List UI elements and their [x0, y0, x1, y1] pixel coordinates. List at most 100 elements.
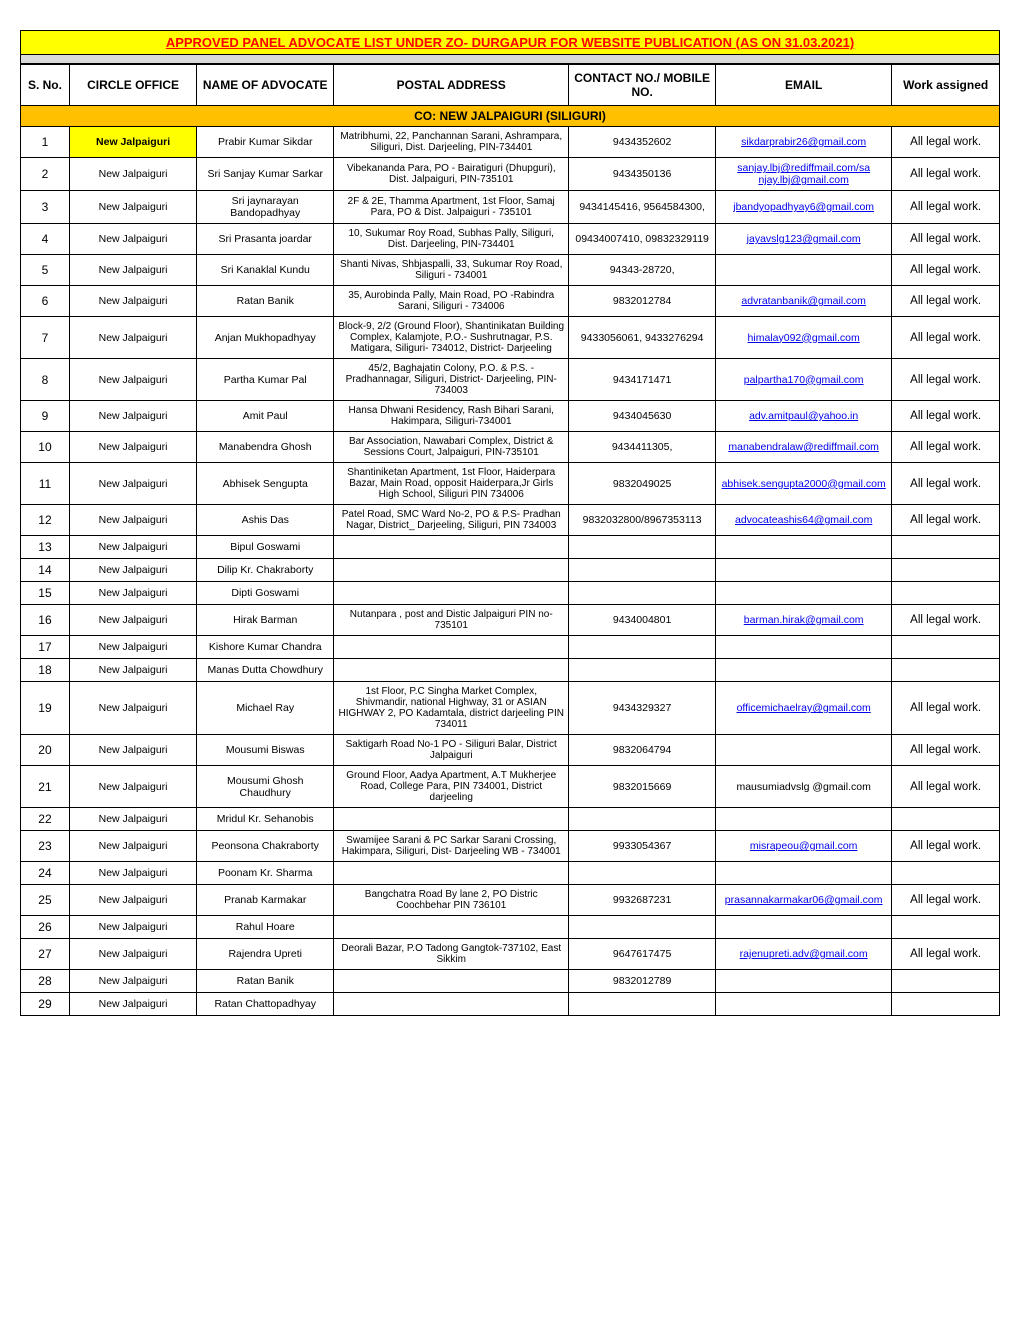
- cell-sn: 9: [21, 401, 70, 432]
- email-link[interactable]: rajenupreti.adv@gmail.com: [740, 948, 868, 960]
- email-link[interactable]: abhisek.sengupta2000@gmail.com: [722, 478, 886, 490]
- cell-address: Shanti Nivas, Shbjaspalli, 33, Sukumar R…: [334, 255, 569, 286]
- cell-work: All legal work.: [892, 191, 1000, 224]
- cell-circle: New Jalpaiguri: [69, 191, 196, 224]
- table-row: 15New JalpaiguriDipti Goswami: [21, 582, 1000, 605]
- cell-contact: 9434352602: [569, 127, 716, 158]
- table-row: 1New JalpaiguriPrabir Kumar SikdarMatrib…: [21, 127, 1000, 158]
- cell-address: [334, 559, 569, 582]
- cell-address: Matribhumi, 22, Panchannan Sarani, Ashra…: [334, 127, 569, 158]
- cell-contact: 9434350136: [569, 158, 716, 191]
- cell-contact: 9434145416, 9564584300,: [569, 191, 716, 224]
- cell-name: Anjan Mukhopadhyay: [197, 317, 334, 359]
- cell-email: [716, 808, 892, 831]
- cell-circle: New Jalpaiguri: [69, 735, 196, 766]
- cell-name: Amit Paul: [197, 401, 334, 432]
- cell-circle: New Jalpaiguri: [69, 605, 196, 636]
- cell-address: Bangchatra Road By lane 2, PO Distric Co…: [334, 885, 569, 916]
- cell-work: [892, 559, 1000, 582]
- cell-contact: 9647617475: [569, 939, 716, 970]
- cell-sn: 28: [21, 970, 70, 993]
- cell-sn: 17: [21, 636, 70, 659]
- cell-contact: 09434007410, 09832329119: [569, 224, 716, 255]
- email-link[interactable]: himalay092@gmail.com: [748, 332, 860, 344]
- email-link[interactable]: palpartha170@gmail.com: [744, 374, 864, 386]
- cell-contact: 9933054367: [569, 831, 716, 862]
- table-row: 26New JalpaiguriRahul Hoare: [21, 916, 1000, 939]
- cell-name: Ratan Chattopadhyay: [197, 993, 334, 1016]
- cell-email: advratanbanik@gmail.com: [716, 286, 892, 317]
- cell-email: barman.hirak@gmail.com: [716, 605, 892, 636]
- email-link[interactable]: jbandyopadhyay6@gmail.com: [733, 201, 874, 213]
- cell-address: [334, 916, 569, 939]
- cell-email: [716, 636, 892, 659]
- email-link[interactable]: prasannakarmakar06@gmail.com: [725, 894, 883, 906]
- cell-circle: New Jalpaiguri: [69, 224, 196, 255]
- cell-contact: 9832064794: [569, 735, 716, 766]
- cell-address: [334, 582, 569, 605]
- cell-work: [892, 536, 1000, 559]
- cell-work: [892, 582, 1000, 605]
- cell-name: Pranab Karmakar: [197, 885, 334, 916]
- email-link[interactable]: officemichaelray@gmail.com: [737, 702, 871, 714]
- table-row: 7New JalpaiguriAnjan MukhopadhyayBlock-9…: [21, 317, 1000, 359]
- cell-work: All legal work.: [892, 224, 1000, 255]
- email-link[interactable]: advocateashis64@gmail.com: [735, 514, 872, 526]
- cell-contact: 9832012789: [569, 970, 716, 993]
- cell-name: Poonam Kr. Sharma: [197, 862, 334, 885]
- cell-address: Bar Association, Nawabari Complex, Distr…: [334, 432, 569, 463]
- email-link[interactable]: manabendralaw@rediffmail.com: [728, 441, 879, 453]
- table-row: 21New JalpaiguriMousumi Ghosh ChaudhuryG…: [21, 766, 1000, 808]
- table-row: 17New JalpaiguriKishore Kumar Chandra: [21, 636, 1000, 659]
- cell-contact: [569, 582, 716, 605]
- cell-email: jbandyopadhyay6@gmail.com: [716, 191, 892, 224]
- cell-email: abhisek.sengupta2000@gmail.com: [716, 463, 892, 505]
- cell-name: Partha Kumar Pal: [197, 359, 334, 401]
- cell-contact: [569, 993, 716, 1016]
- email-link[interactable]: jayavslg123@gmail.com: [747, 233, 861, 245]
- cell-work: [892, 916, 1000, 939]
- cell-contact: 9434004801: [569, 605, 716, 636]
- table-row: 22New JalpaiguriMridul Kr. Sehanobis: [21, 808, 1000, 831]
- email-link[interactable]: barman.hirak@gmail.com: [744, 614, 864, 626]
- email-link[interactable]: sikdarprabir26@gmail.com: [741, 136, 866, 148]
- email-link[interactable]: sanjay.lbj@rediffmail.com/sa njay.lbj@gm…: [737, 162, 870, 186]
- cell-circle: New Jalpaiguri: [69, 766, 196, 808]
- cell-work: All legal work.: [892, 766, 1000, 808]
- cell-email: misrapeou@gmail.com: [716, 831, 892, 862]
- section-label: CO: NEW JALPAIGURI (SILIGURI): [21, 106, 1000, 127]
- table-row: 29New JalpaiguriRatan Chattopadhyay: [21, 993, 1000, 1016]
- cell-address: Vibekananda Para, PO - Bairatiguri (Dhup…: [334, 158, 569, 191]
- cell-contact: 9434045630: [569, 401, 716, 432]
- email-link[interactable]: misrapeou@gmail.com: [750, 840, 858, 852]
- table-row: 18New JalpaiguriManas Dutta Chowdhury: [21, 659, 1000, 682]
- cell-circle: New Jalpaiguri: [69, 659, 196, 682]
- cell-contact: [569, 916, 716, 939]
- cell-email: [716, 536, 892, 559]
- email-link[interactable]: adv.amitpaul@yahoo.in: [749, 410, 858, 422]
- cell-contact: 9832032800/8967353113: [569, 505, 716, 536]
- cell-address: 45/2, Baghajatin Colony, P.O. & P.S. - P…: [334, 359, 569, 401]
- cell-work: All legal work.: [892, 401, 1000, 432]
- table-row: 19New JalpaiguriMichael Ray1st Floor, P.…: [21, 682, 1000, 735]
- cell-sn: 25: [21, 885, 70, 916]
- cell-name: Rajendra Upreti: [197, 939, 334, 970]
- spacer: [20, 55, 1000, 64]
- cell-circle: New Jalpaiguri: [69, 359, 196, 401]
- cell-work: All legal work.: [892, 885, 1000, 916]
- header-circle: CIRCLE OFFICE: [69, 65, 196, 106]
- cell-circle: New Jalpaiguri: [69, 158, 196, 191]
- cell-contact: [569, 808, 716, 831]
- advocate-table: S. No. CIRCLE OFFICE NAME OF ADVOCATE PO…: [20, 64, 1000, 1016]
- cell-sn: 11: [21, 463, 70, 505]
- cell-email: [716, 970, 892, 993]
- cell-circle: New Jalpaiguri: [69, 862, 196, 885]
- email-link[interactable]: advratanbanik@gmail.com: [741, 295, 865, 307]
- cell-address: [334, 993, 569, 1016]
- cell-sn: 13: [21, 536, 70, 559]
- cell-name: Bipul Goswami: [197, 536, 334, 559]
- cell-circle: New Jalpaiguri: [69, 885, 196, 916]
- section-row: CO: NEW JALPAIGURI (SILIGURI): [21, 106, 1000, 127]
- table-row: 14New JalpaiguriDilip Kr. Chakraborty: [21, 559, 1000, 582]
- cell-address: Saktigarh Road No-1 PO - Siliguri Balar,…: [334, 735, 569, 766]
